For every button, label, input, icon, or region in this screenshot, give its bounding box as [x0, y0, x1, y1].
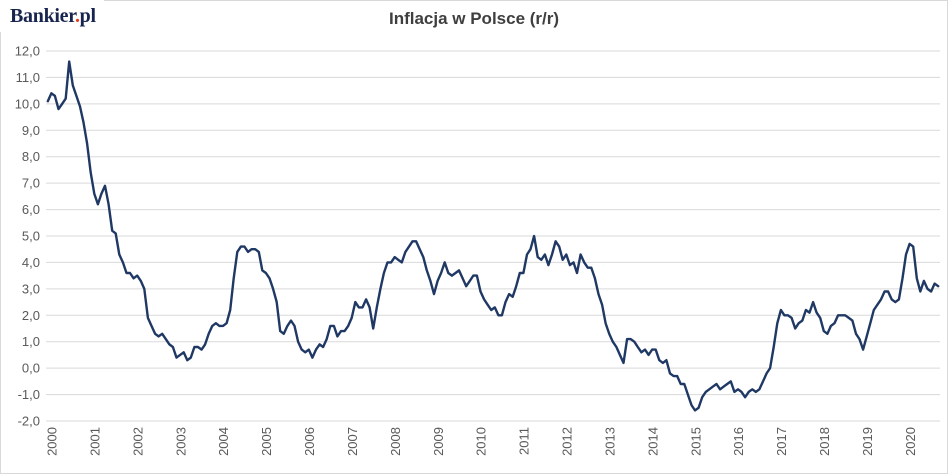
y-axis-tick-label: -1,0 [18, 387, 40, 402]
bankier-logo-suffix: pl [79, 5, 96, 27]
x-axis-year-label: 2005 [259, 427, 274, 456]
x-axis-year-label: 2006 [302, 427, 317, 456]
bankier-logo: Bankier.pl [0, 0, 104, 32]
x-axis-year-label: 2018 [817, 427, 832, 456]
x-axis-year-label: 2009 [431, 427, 446, 456]
y-axis-tick-label: 8,0 [22, 149, 40, 164]
y-axis-tick-label: 10,0 [15, 96, 40, 111]
y-axis-tick-label: 0,0 [22, 361, 40, 376]
chart-title: Inflacja w Polsce (r/r) [388, 9, 560, 28]
x-axis-year-label: 2020 [903, 427, 918, 456]
y-axis-tick-label: 12,0 [15, 44, 40, 59]
y-axis-tick-label: -2,0 [18, 414, 40, 429]
x-axis-year-label: 2017 [774, 427, 789, 456]
y-axis-tick-label: 5,0 [22, 229, 40, 244]
x-axis-year-label: 2000 [45, 427, 60, 456]
x-axis-year-label: 2004 [216, 427, 231, 456]
inflation-series-line [46, 60, 940, 412]
x-axis-year-label: 2001 [88, 427, 103, 456]
y-axis-tick-label: 2,0 [22, 308, 40, 323]
x-axis-year-label: 2003 [173, 427, 188, 456]
x-axis-year-label: 2014 [645, 427, 660, 456]
x-axis-year-label: 2013 [602, 427, 617, 456]
x-axis-year-label: 2008 [388, 427, 403, 456]
y-axis-tick-label: 3,0 [22, 281, 40, 296]
bankier-logo-dot: . [74, 5, 80, 27]
y-axis-tick-label: 6,0 [22, 202, 40, 217]
x-axis-year-label: 2002 [130, 427, 145, 456]
x-axis-year-label: 2016 [731, 427, 746, 456]
x-axis-year-label: 2011 [517, 427, 532, 455]
x-axis-year-label: 2012 [560, 427, 575, 456]
y-axis-tick-label: 4,0 [22, 255, 40, 270]
bankier-logo-text: Bankier [10, 5, 75, 27]
y-axis-tick-label: 1,0 [22, 334, 40, 349]
y-axis-tick-label: 7,0 [22, 176, 40, 191]
x-axis-year-label: 2015 [688, 427, 703, 456]
x-axis-year-label: 2019 [860, 427, 875, 456]
x-axis-year-label: 2010 [474, 427, 489, 456]
x-axis-year-label: 2007 [345, 427, 360, 456]
y-axis-tick-label: 11,0 [16, 70, 40, 85]
y-axis-tick-label: 9,0 [22, 123, 40, 138]
